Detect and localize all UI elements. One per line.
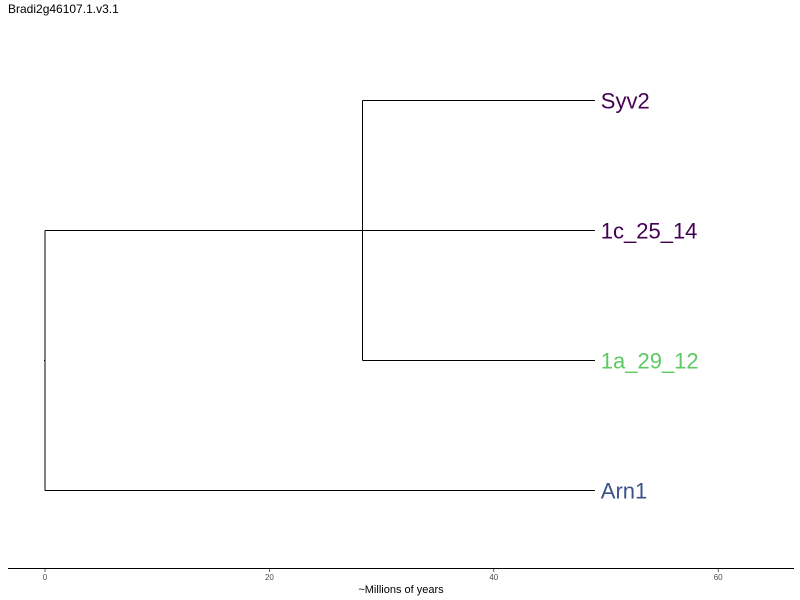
tree-title: Bradi2g46107.1.v3.1 — [8, 2, 119, 16]
leaf-labels: Syv2 1c_25_14 1a_29_12 Arn1 — [601, 89, 699, 504]
x-tick-label: 20 — [265, 573, 274, 582]
x-axis: 0 20 40 60 ~Millions of years — [8, 568, 794, 596]
x-tick-label: 60 — [714, 573, 723, 582]
x-axis-title: ~Millions of years — [358, 584, 444, 596]
leaf-label: 1c_25_14 — [601, 219, 698, 244]
leaf-label: Syv2 — [601, 89, 650, 114]
leaf-label: Arn1 — [601, 479, 647, 504]
x-tick-label: 40 — [489, 573, 498, 582]
tree-branches — [44, 100, 595, 491]
x-tick-label: 0 — [43, 573, 48, 582]
leaf-label: 1a_29_12 — [601, 349, 699, 374]
